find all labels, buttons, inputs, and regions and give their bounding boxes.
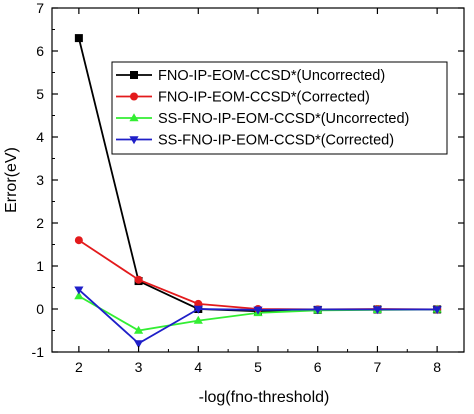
data-point bbox=[313, 306, 323, 315]
legend: FNO-IP-EOM-CCSD*(Uncorrected) FNO-IP-EOM-… bbox=[111, 61, 448, 155]
y-tick-label: 4 bbox=[36, 129, 44, 145]
series-line bbox=[78, 288, 438, 345]
data-point bbox=[133, 325, 144, 334]
x-tick-label: 2 bbox=[75, 359, 83, 375]
y-tick-label: 2 bbox=[36, 215, 44, 231]
legend-marker bbox=[130, 92, 138, 101]
series-line bbox=[78, 239, 438, 311]
legend-marker bbox=[129, 113, 139, 122]
data-point bbox=[193, 305, 203, 314]
legend-entry: SS-FNO-IP-EOM-CCSD*(Uncorrected) bbox=[116, 111, 409, 127]
legend-entry: FNO-IP-EOM-CCSD*(Corrected) bbox=[116, 90, 370, 106]
y-tick-label: 0 bbox=[36, 301, 44, 317]
data-point bbox=[74, 236, 83, 245]
y-tick-label: 7 bbox=[36, 0, 44, 16]
x-tick-label: 4 bbox=[194, 359, 202, 375]
y-tick-label: 1 bbox=[36, 258, 44, 274]
x-tick-label: 7 bbox=[374, 359, 382, 375]
plot-marks bbox=[74, 34, 442, 349]
data-point bbox=[74, 291, 84, 300]
legend-label: FNO-IP-EOM-CCSD*(Corrected) bbox=[158, 90, 370, 106]
data-point bbox=[253, 306, 263, 315]
data-point bbox=[74, 286, 84, 295]
legend-entry: FNO-IP-EOM-CCSD*(Uncorrected) bbox=[116, 68, 385, 84]
y-tick-label: 3 bbox=[36, 172, 44, 188]
data-point bbox=[133, 340, 144, 349]
axes: -1 0 1 2 3 4 5 6 7 2 3 4 5 6 7 8 bbox=[32, 0, 465, 375]
y-tick-label: -1 bbox=[32, 344, 45, 360]
data-point bbox=[193, 315, 203, 324]
legend-label: FNO-IP-EOM-CCSD*(Uncorrected) bbox=[158, 68, 385, 84]
legend-label: SS-FNO-IP-EOM-CCSD*(Corrected) bbox=[158, 133, 394, 149]
legend-marker bbox=[129, 136, 139, 145]
x-tick-label: 5 bbox=[254, 359, 262, 375]
x-tick-label: 8 bbox=[433, 359, 441, 375]
y-tick-label: 5 bbox=[36, 86, 44, 102]
data-point bbox=[134, 275, 143, 284]
legend-entry: SS-FNO-IP-EOM-CCSD*(Corrected) bbox=[116, 133, 394, 149]
x-tick-label: 3 bbox=[135, 359, 143, 375]
x-axis-title: -log(fno-threshold) bbox=[199, 389, 330, 406]
x-tick-label: 6 bbox=[314, 359, 322, 375]
y-tick-label: 6 bbox=[36, 43, 44, 59]
data-point bbox=[372, 306, 383, 315]
legend-marker bbox=[130, 71, 138, 79]
y-axis-title: Error(eV) bbox=[3, 147, 20, 213]
legend-label: SS-FNO-IP-EOM-CCSD*(Uncorrected) bbox=[158, 111, 409, 127]
data-point bbox=[432, 306, 442, 315]
series-4 bbox=[74, 286, 442, 349]
legend-box bbox=[111, 61, 448, 155]
data-point bbox=[74, 34, 83, 43]
